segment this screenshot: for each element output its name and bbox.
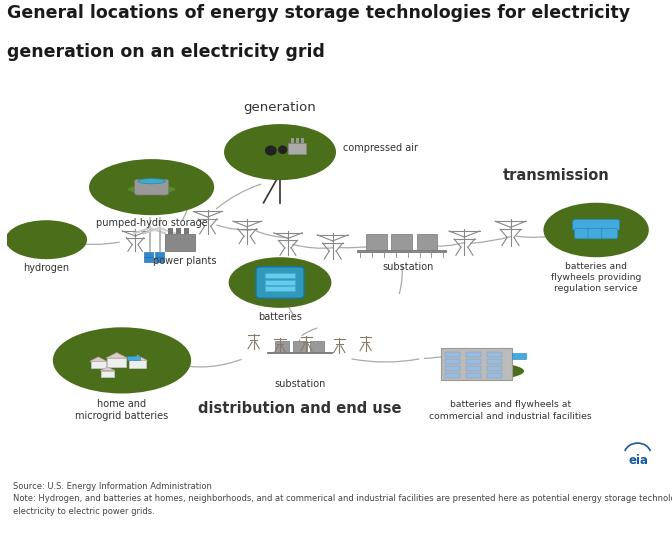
Bar — [155, 257, 164, 262]
Bar — [276, 341, 289, 352]
Bar — [169, 228, 173, 234]
Ellipse shape — [224, 124, 336, 180]
Bar — [101, 371, 114, 377]
Bar — [466, 373, 481, 378]
Bar — [487, 366, 502, 371]
Polygon shape — [90, 357, 107, 361]
Bar — [446, 366, 460, 371]
Ellipse shape — [278, 146, 287, 154]
Bar — [155, 252, 164, 257]
Text: transmission: transmission — [503, 168, 610, 183]
Bar — [310, 341, 325, 352]
Polygon shape — [128, 355, 147, 360]
Bar — [441, 349, 512, 380]
Bar — [265, 273, 295, 278]
Text: batteries and
flywheels providing
regulation service: batteries and flywheels providing regula… — [551, 262, 641, 293]
Text: power plants: power plants — [153, 257, 216, 266]
Ellipse shape — [441, 362, 524, 380]
Bar — [265, 286, 295, 292]
Bar — [392, 234, 412, 250]
Bar — [293, 341, 307, 352]
Bar — [265, 280, 295, 285]
Bar — [487, 352, 502, 357]
Text: generation: generation — [244, 101, 317, 114]
Bar — [91, 361, 106, 368]
Bar — [127, 356, 140, 360]
Text: pumped-hydro storage: pumped-hydro storage — [95, 217, 208, 228]
Ellipse shape — [138, 179, 165, 184]
Bar — [296, 138, 299, 143]
Bar — [466, 366, 481, 371]
Bar — [144, 257, 153, 262]
Ellipse shape — [53, 327, 191, 394]
Bar — [466, 352, 481, 357]
Ellipse shape — [128, 185, 175, 193]
Bar — [366, 234, 387, 250]
Bar — [358, 250, 446, 252]
Bar — [165, 234, 195, 251]
Bar — [267, 352, 333, 353]
Bar — [184, 228, 189, 234]
Polygon shape — [100, 367, 115, 371]
Bar — [301, 138, 304, 143]
FancyBboxPatch shape — [573, 220, 620, 230]
Text: hydrogen: hydrogen — [23, 263, 69, 273]
Bar — [290, 138, 294, 143]
Bar — [176, 228, 181, 234]
Ellipse shape — [89, 159, 214, 215]
FancyBboxPatch shape — [256, 267, 304, 298]
Bar — [446, 359, 460, 364]
FancyBboxPatch shape — [134, 179, 169, 195]
FancyBboxPatch shape — [575, 228, 591, 239]
Bar — [446, 352, 460, 357]
Text: generation on an electricity grid: generation on an electricity grid — [7, 43, 325, 61]
Bar — [108, 358, 126, 367]
FancyBboxPatch shape — [601, 228, 618, 239]
Bar — [487, 373, 502, 378]
Text: General locations of energy storage technologies for electricity: General locations of energy storage tech… — [7, 4, 630, 22]
Ellipse shape — [5, 220, 87, 259]
Bar — [487, 359, 502, 364]
Bar — [512, 353, 526, 359]
Bar — [288, 143, 306, 154]
Text: substation: substation — [274, 379, 325, 389]
FancyBboxPatch shape — [588, 228, 604, 239]
Ellipse shape — [544, 203, 649, 257]
Text: batteries: batteries — [258, 311, 302, 322]
Bar — [417, 234, 437, 250]
Text: substation: substation — [383, 262, 434, 272]
Bar — [130, 360, 146, 368]
Text: home and
microgrid batteries: home and microgrid batteries — [75, 399, 169, 422]
Bar — [144, 252, 153, 257]
Text: Source: U.S. Energy Information Administration
Note: Hydrogen, and batteries at : Source: U.S. Energy Information Administ… — [13, 482, 672, 516]
Polygon shape — [106, 353, 127, 358]
Text: distribution and end use: distribution and end use — [198, 401, 402, 416]
Ellipse shape — [265, 146, 277, 156]
Ellipse shape — [228, 257, 331, 308]
Bar — [466, 359, 481, 364]
Bar — [446, 373, 460, 378]
Text: compressed air: compressed air — [343, 143, 417, 153]
Text: batteries and flywheels at
commercial and industrial facilities: batteries and flywheels at commercial an… — [429, 401, 592, 420]
Text: eia: eia — [629, 454, 648, 467]
